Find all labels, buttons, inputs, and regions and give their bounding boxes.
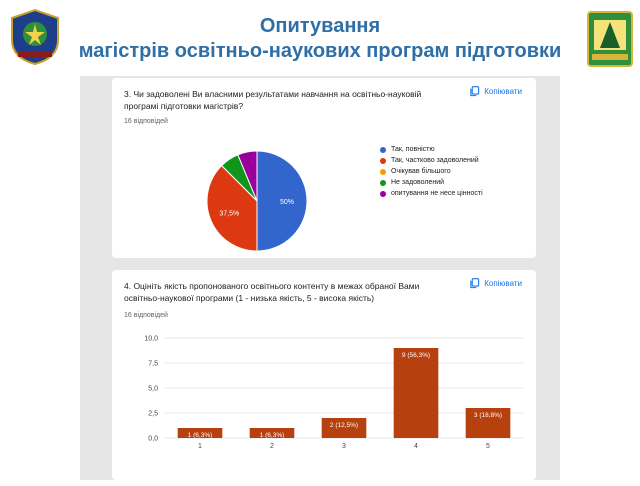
legend-label: Очікував більшого bbox=[391, 168, 451, 175]
copy-icon bbox=[470, 86, 480, 97]
pie-legend: Так, повністю Так, частково задоволений Оч… bbox=[380, 144, 483, 199]
response-count: 16 відповідей bbox=[124, 312, 168, 319]
bar-chart: 0,0 2,5 5,0 7,5 10,0 1 (6,3%) 1 1 (6,3%) 2 2 (12,… bbox=[144, 336, 524, 450]
legend-swatch bbox=[380, 168, 386, 175]
legend-swatch bbox=[380, 179, 386, 186]
legend-swatch bbox=[380, 157, 386, 164]
bar-data-label: 9 (56,3%) bbox=[402, 352, 430, 359]
institute-logo bbox=[587, 11, 633, 67]
bar bbox=[177, 428, 223, 438]
x-tick-label: 2 bbox=[270, 443, 274, 450]
pie-slice-label: 50% bbox=[280, 199, 294, 206]
legend-swatch bbox=[380, 190, 386, 197]
y-tick-label: 5,0 bbox=[148, 386, 158, 393]
bar-data-label: 1 (6,3%) bbox=[260, 432, 285, 439]
page-title: Опитування bbox=[259, 15, 381, 37]
bar bbox=[465, 408, 511, 438]
copy-label: Копіювати bbox=[484, 279, 522, 288]
university-logo bbox=[11, 8, 59, 66]
legend-label: Не задоволений bbox=[391, 179, 445, 186]
bar bbox=[249, 428, 295, 438]
bar-data-label: 2 (12,5%) bbox=[330, 422, 358, 429]
pie-slice bbox=[256, 150, 308, 252]
y-tick-label: 0,0 bbox=[148, 436, 158, 443]
response-count: 16 відповідей bbox=[124, 118, 168, 125]
copy-button[interactable]: Копіювати bbox=[469, 86, 522, 97]
bar bbox=[321, 418, 367, 438]
pie-slice bbox=[206, 164, 258, 252]
question-text: 3. Чи задоволені Ви власними результатам… bbox=[124, 89, 422, 111]
bar bbox=[393, 348, 439, 438]
legend-item: опитування не несе цінності bbox=[380, 188, 483, 199]
page-subtitle: магістрів освітньо-наукових програм підг… bbox=[78, 40, 562, 62]
legend-item: Так, повністю bbox=[380, 144, 483, 155]
pie-chart: 50% 37,5% bbox=[206, 150, 308, 252]
copy-icon bbox=[470, 278, 480, 289]
legend-item: Очікував більшого bbox=[380, 166, 483, 177]
y-tick-label: 2,5 bbox=[148, 411, 158, 418]
x-tick-label: 1 bbox=[198, 443, 202, 450]
legend-label: Так, повністю bbox=[391, 146, 435, 153]
question-card-3: 3. Чи задоволені Ви власними результатам… bbox=[112, 78, 536, 258]
x-tick-label: 4 bbox=[414, 443, 418, 450]
copy-label: Копіювати bbox=[484, 87, 522, 96]
pie-slice-label: 37,5% bbox=[219, 210, 239, 217]
y-tick-label: 10,0 bbox=[144, 336, 158, 343]
question-text: 4. Оцініть якість пропонованого освітньо… bbox=[124, 281, 420, 303]
legend-label: Так, частково задоволений bbox=[391, 157, 479, 164]
question-card-4: 4. Оцініть якість пропонованого освітньо… bbox=[112, 270, 536, 480]
bar-data-label: 3 (18,8%) bbox=[474, 412, 502, 419]
legend-label: опитування не несе цінності bbox=[391, 190, 483, 197]
copy-button[interactable]: Копіювати bbox=[469, 278, 522, 289]
x-tick-label: 3 bbox=[342, 443, 346, 450]
bar-data-label: 1 (6,3%) bbox=[188, 432, 213, 439]
legend-item: Не задоволений bbox=[380, 177, 483, 188]
pie-slice bbox=[237, 150, 258, 202]
y-tick-label: 7,5 bbox=[148, 361, 158, 368]
legend-swatch bbox=[380, 146, 386, 153]
x-tick-label: 5 bbox=[486, 443, 490, 450]
legend-item: Так, частково задоволений bbox=[380, 155, 483, 166]
